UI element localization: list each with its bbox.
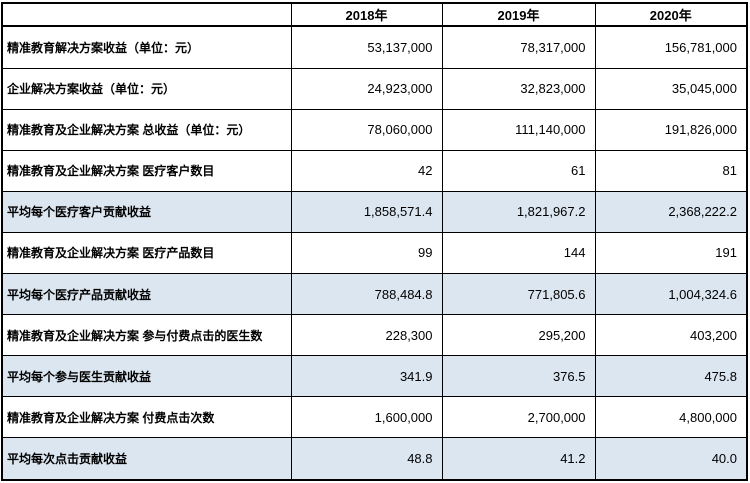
row-label: 精准教育及企业解决方案 总收益（单位：元） [1,108,292,151]
row-label: 精准教育解决方案收益（单位：元） [1,25,292,69]
value-cell: 42 [290,149,443,192]
table-body: 精准教育解决方案收益（单位：元） 53,137,000 78,317,000 156,… [1,25,748,481]
value-cell: 35,045,000 [594,67,748,110]
value-cell: 403,200 [594,314,748,357]
corner-header-cell [1,2,292,27]
value-cell: 1,858,571.4 [290,190,443,233]
row-label: 企业解决方案收益（单位：元） [1,67,292,110]
row-label: 平均每次点击贡献收益 [1,437,292,481]
row-label: 平均每个医疗产品贡献收益 [1,273,292,316]
year-column-header: 2020年 [594,2,748,27]
table-row: 企业解决方案收益（单位：元） 24,923,000 32,823,000 35,045… [1,67,748,110]
table-row: 平均每个医疗客户贡献收益 1,858,571.4 1,821,967.2 2,368,… [1,190,748,233]
value-cell: 376.5 [441,355,596,398]
value-cell: 111,140,000 [441,108,596,151]
year-column-header: 2018年 [290,2,443,27]
value-cell: 24,923,000 [290,67,443,110]
value-cell: 1,600,000 [290,396,443,439]
table-row: 平均每次点击贡献收益 48.8 41.2 40.0 [1,437,748,481]
value-cell: 78,317,000 [441,25,596,69]
value-cell: 228,300 [290,314,443,357]
table-row: 精准教育及企业解决方案 付费点击次数 1,600,000 2,700,000 4,80… [1,396,748,439]
value-cell: 81 [594,149,748,192]
row-label: 平均每个医疗客户贡献收益 [1,190,292,233]
value-cell: 1,821,967.2 [441,190,596,233]
value-cell: 40.0 [594,437,748,481]
value-cell: 78,060,000 [290,108,443,151]
value-cell: 53,137,000 [290,25,443,69]
value-cell: 771,805.6 [441,273,596,316]
value-cell: 295,200 [441,314,596,357]
header-row: 2018年 2019年 2020年 [1,2,748,27]
value-cell: 2,700,000 [441,396,596,439]
value-cell: 41.2 [441,437,596,481]
value-cell: 2,368,222.2 [594,190,748,233]
table-row: 精准教育及企业解决方案 医疗客户数目 42 61 81 [1,149,748,192]
table-row: 精准教育及企业解决方案 参与付费点击的医生数 228,300 295,200 403,… [1,314,748,357]
value-cell: 144 [441,231,596,275]
value-cell: 61 [441,149,596,192]
row-label: 精准教育及企业解决方案 医疗客户数目 [1,149,292,192]
value-cell: 48.8 [290,437,443,481]
table-row: 平均每个参与医生贡献收益 341.9 376.5 475.8 [1,355,748,398]
year-column-header: 2019年 [441,2,596,27]
value-cell: 191,826,000 [594,108,748,151]
value-cell: 4,800,000 [594,396,748,439]
value-cell: 341.9 [290,355,443,398]
table-row: 精准教育及企业解决方案 医疗产品数目 99 144 191 [1,231,748,275]
row-label: 平均每个参与医生贡献收益 [1,355,292,398]
value-cell: 32,823,000 [441,67,596,110]
table-row: 精准教育解决方案收益（单位：元） 53,137,000 78,317,000 156,… [1,25,748,69]
row-label: 精准教育及企业解决方案 医疗产品数目 [1,231,292,275]
value-cell: 1,004,324.6 [594,273,748,316]
table-row: 精准教育及企业解决方案 总收益（单位：元） 78,060,000 111,140,0… [1,108,748,151]
value-cell: 191 [594,231,748,275]
value-cell: 156,781,000 [594,25,748,69]
value-cell: 475.8 [594,355,748,398]
value-cell: 99 [290,231,443,275]
row-label: 精准教育及企业解决方案 参与付费点击的医生数 [1,314,292,357]
table-row: 平均每个医疗产品贡献收益 788,484.8 771,805.6 1,004,324.… [1,273,748,316]
value-cell: 788,484.8 [290,273,443,316]
row-label: 精准教育及企业解决方案 付费点击次数 [1,396,292,439]
